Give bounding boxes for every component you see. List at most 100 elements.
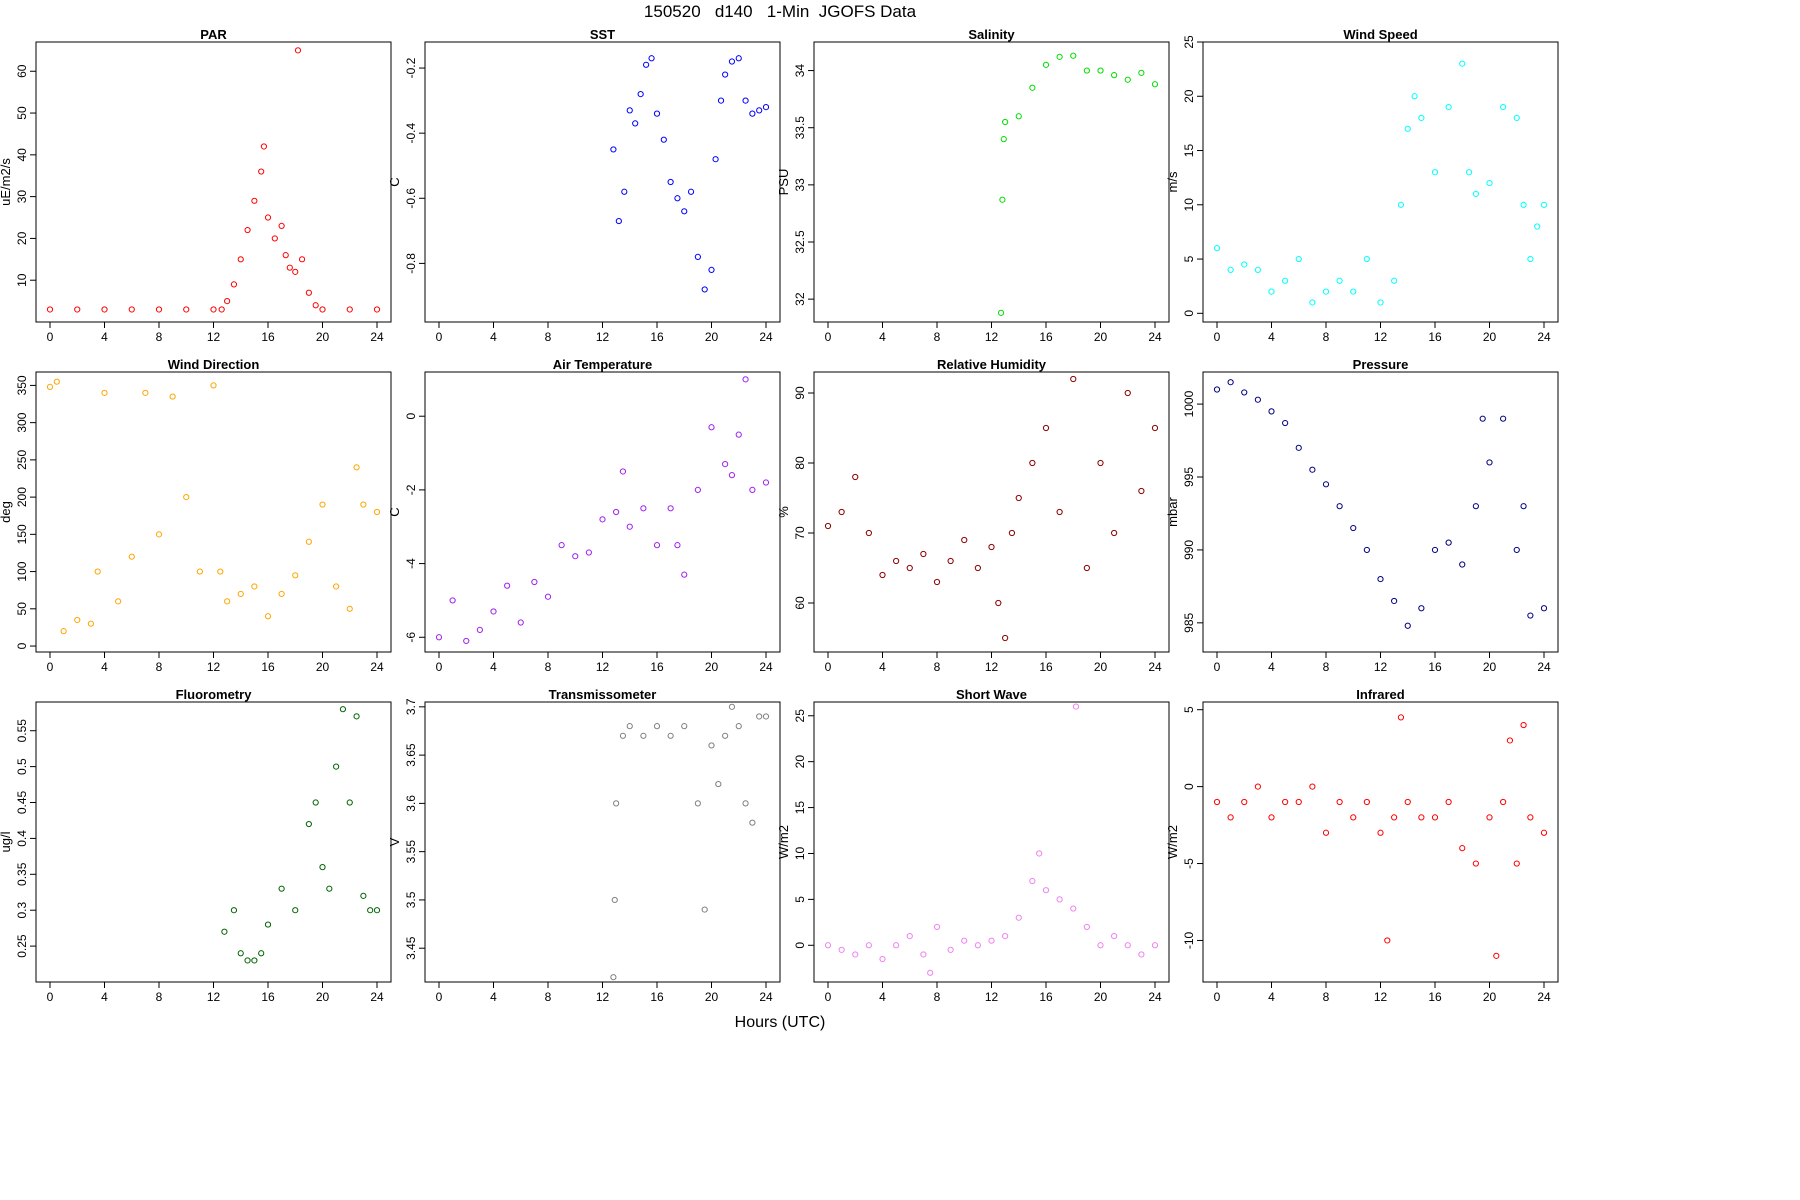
y-tick-label: 0 [1182,783,1196,790]
y-tick-label: 20 [1182,89,1196,103]
data-point [1486,459,1493,466]
data-point [1445,798,1452,806]
data-point [333,763,340,770]
data-point [1015,113,1022,120]
panel-pressure: Pressure mbar 0 4 8 12 16 20 24 985 990 995 1000 [1165,357,1559,674]
x-tick-label: 4 [879,330,886,344]
x-tick-label: 12 [596,660,610,674]
data-point [681,571,688,578]
data-point [933,578,941,586]
data-point [1506,737,1514,744]
data-point [169,393,176,400]
panel-salinity: Salinity PSU 0 4 8 12 16 20 24 32 32.5 33 33.5 34 [776,27,1170,344]
panel-title: Infrared [1356,687,1404,702]
y-tick-label: 30 [15,190,29,204]
data-point [264,214,272,221]
plot-frame [813,701,1170,983]
data-point [1070,52,1077,59]
data-point [278,222,285,229]
data-point [701,286,708,293]
data-point [217,568,224,575]
x-tick-label: 20 [705,660,719,674]
y-axis-label: deg [0,501,13,523]
x-tick-label: 12 [985,330,999,344]
data-point [613,800,620,807]
y-tick-label: 80 [793,456,807,470]
data-point [933,923,941,931]
data-point [619,468,627,475]
data-point [1459,845,1466,852]
data-point [1486,179,1493,187]
y-tick-label: 150 [15,524,29,544]
data-point [258,950,265,957]
data-point [1002,634,1009,642]
data-point [1151,424,1159,432]
y-tick-label: 3.55 [404,840,418,864]
x-tick-label: 16 [1039,660,1053,674]
data-point [305,538,312,545]
data-point [1472,860,1479,867]
y-tick-label: 32 [793,292,807,306]
data-point [1391,814,1398,821]
data-point [1350,288,1357,295]
y-tick-label: 300 [15,412,29,432]
x-tick-label: 24 [1537,990,1551,1004]
x-tick-label: 4 [490,330,497,344]
x-tick-label: 20 [705,990,719,1004]
x-tick-label: 24 [1148,660,1162,674]
x-tick-label: 24 [759,990,773,1004]
data-point [674,542,681,549]
plot-frame [1202,41,1559,323]
x-tick-label: 8 [934,330,941,344]
y-tick-label: 32.5 [793,230,807,254]
data-point [1431,169,1439,176]
data-point [1002,118,1009,126]
data-point [893,557,900,565]
data-point [1151,942,1159,949]
data-point [251,957,258,964]
y-axis-label: W/m2 [776,825,791,859]
data-point [353,464,360,471]
x-tick-label: 8 [1323,990,1330,1004]
data-point [196,568,203,575]
panel-infrared: Infrared W/m2 0 4 8 12 16 20 24 -10 -5 0 5 [1165,687,1559,1004]
data-point [681,208,688,215]
data-point [742,376,749,383]
data-point [613,508,620,516]
x-tick-label: 16 [1428,990,1442,1004]
data-point [988,937,995,944]
data-point [312,799,319,806]
data-point [1036,850,1043,857]
data-point [667,732,674,739]
x-tick-label: 8 [545,990,552,1004]
data-point [1268,814,1275,821]
plot-frame [35,701,392,983]
y-tick-label: 10 [1182,198,1196,212]
data-point [1124,76,1131,83]
data-point [128,553,135,560]
data-point [1418,114,1425,122]
x-tick-label: 20 [316,660,330,674]
x-tick-label: 12 [207,330,221,344]
data-point [610,974,617,981]
y-tick-label: 10 [793,846,807,860]
data-point [1002,932,1009,940]
x-tick-label: 8 [1323,330,1330,344]
x-tick-label: 20 [316,330,330,344]
data-point [1124,942,1131,949]
data-point [893,942,900,949]
data-point [1097,67,1104,74]
x-tick-label: 0 [1214,330,1221,344]
data-point [155,306,163,313]
y-tick-label: 0 [404,413,418,420]
data-point [244,226,251,234]
panel-title: SST [590,27,615,42]
y-tick-label: 5 [1182,706,1196,713]
data-point [1411,93,1418,100]
data-point [1493,952,1500,959]
data-point [865,942,872,949]
x-tick-label: 12 [985,660,999,674]
data-point [1384,937,1391,944]
x-tick-label: 24 [1148,330,1162,344]
